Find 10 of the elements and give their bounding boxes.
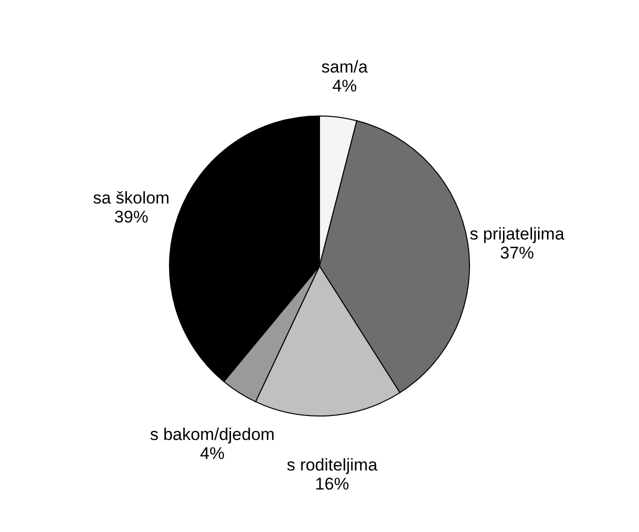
slice-label: s prijateljima — [470, 224, 565, 244]
data-label: 16% — [315, 474, 350, 494]
slice-label: s roditeljima — [286, 456, 378, 475]
data-label: 37% — [500, 244, 534, 263]
data-label: 39% — [114, 207, 148, 226]
data-label: 4% — [332, 76, 357, 96]
slice-label: sa školom — [93, 188, 170, 208]
data-label: 4% — [200, 444, 225, 463]
slice-label: s bakom/djedom — [150, 424, 275, 444]
slice-label: sam/a — [321, 58, 368, 77]
